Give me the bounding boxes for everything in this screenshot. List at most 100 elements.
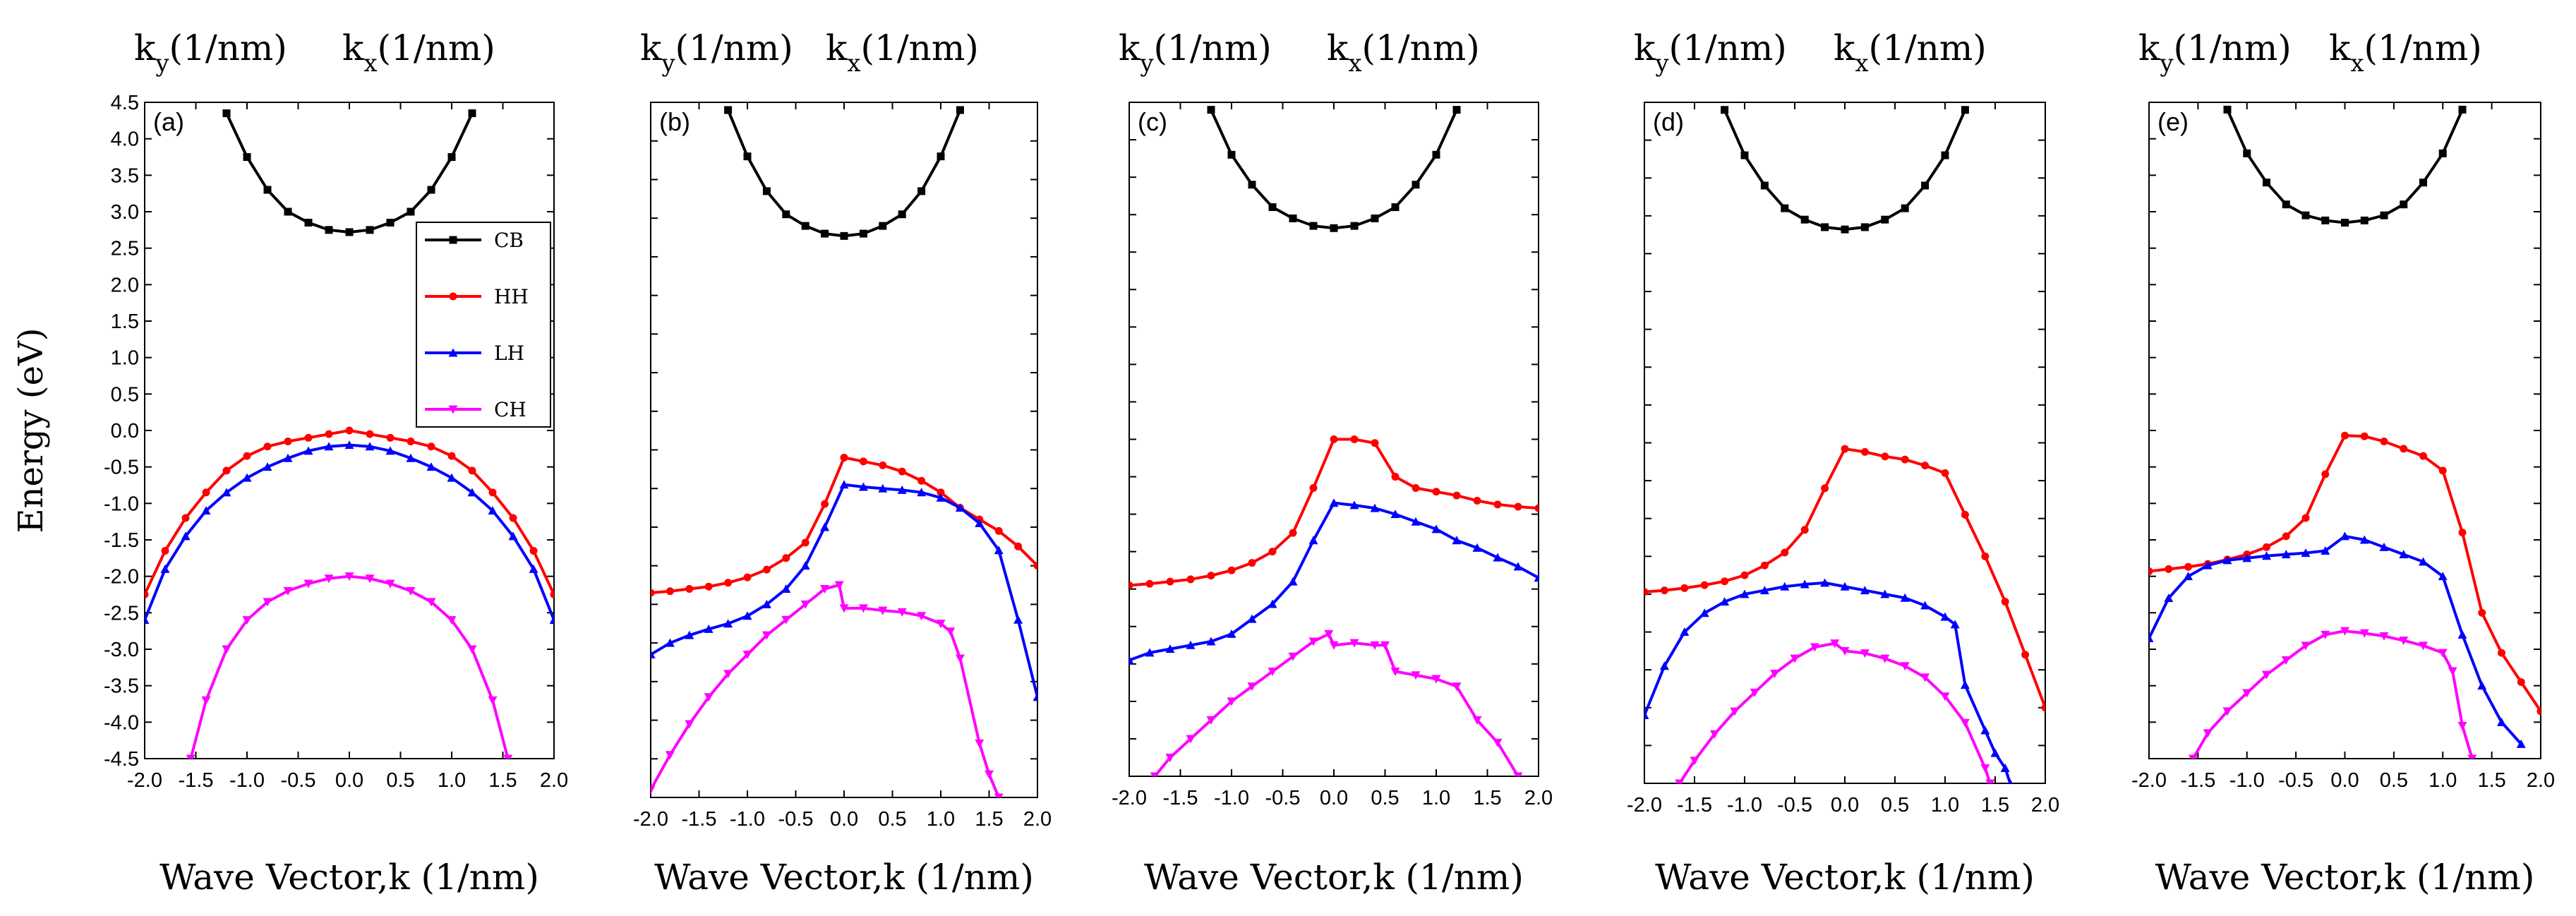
kx-label: kx(1/nm)	[2329, 28, 2482, 78]
point-lh	[1980, 725, 1990, 735]
point-hh	[2165, 565, 2173, 573]
panel-b: -2.0 -1.5 -1.0 -0.5 0.0 0.5 1.0 1.5 2.0 (b) ky(1/n…	[633, 28, 1052, 898]
x-tick-label: -0.5	[281, 769, 316, 792]
point-ch	[1900, 662, 1910, 671]
point-cb	[2321, 216, 2330, 224]
point-hh	[509, 514, 517, 522]
point-lh	[897, 485, 907, 494]
point-cb	[1781, 204, 1789, 212]
point-hh	[782, 554, 790, 562]
point-lh	[508, 531, 518, 541]
point-ch	[651, 785, 656, 795]
point-lh	[2399, 550, 2409, 559]
point-ch	[975, 739, 985, 748]
point-hh	[651, 589, 655, 597]
point-cb	[1881, 215, 1889, 224]
point-ch	[1940, 692, 1950, 701]
point-ch	[936, 620, 946, 629]
point-lh	[344, 440, 354, 450]
point-cb	[2458, 105, 2467, 114]
point-cb	[222, 109, 231, 117]
series-line-lh	[2149, 534, 2522, 745]
series-line-cb	[1723, 109, 1967, 231]
series-line-ch	[2191, 629, 2474, 759]
point-ch	[1690, 757, 1699, 766]
point-hh	[1248, 559, 1256, 567]
point-ch	[946, 627, 956, 637]
point-lh	[365, 442, 375, 451]
point-ch	[2419, 641, 2428, 651]
point-lh	[685, 630, 694, 639]
x-tick-label: 1.5	[1473, 787, 1501, 809]
series-group	[651, 106, 1037, 797]
point-hh	[1821, 484, 1829, 493]
point-hh	[1129, 581, 1133, 589]
point-ch	[2448, 667, 2457, 676]
point-cb	[917, 187, 926, 195]
point-ch	[385, 579, 395, 589]
point-lh	[2007, 778, 2013, 783]
point-cb	[325, 226, 333, 234]
x-tick-label: -1.0	[229, 769, 265, 792]
point-cb	[1432, 150, 1440, 159]
panel-label: (a)	[153, 107, 184, 136]
x-tick-label: 1.5	[1981, 794, 2009, 816]
point-lh	[2203, 560, 2213, 570]
point-cb	[243, 153, 251, 161]
point-cb	[1371, 214, 1379, 222]
point-hh	[2360, 432, 2369, 440]
point-hh	[1680, 584, 1689, 592]
point-lh	[488, 506, 498, 515]
legend-label-hh: HH	[494, 285, 529, 308]
x-tick-label: 1.5	[488, 769, 517, 792]
point-hh	[345, 426, 354, 435]
point-hh	[1268, 548, 1277, 556]
point-lh	[917, 488, 927, 497]
point-cb	[1350, 222, 1359, 230]
point-hh	[2282, 532, 2290, 541]
point-lh	[936, 493, 946, 502]
point-ch	[985, 770, 994, 779]
y-tick-label: -3.0	[104, 639, 139, 661]
point-ch	[2457, 722, 2467, 730]
point-lh	[955, 503, 965, 512]
x-tick-label: 0.5	[1371, 787, 1399, 809]
point-ch	[1227, 697, 1236, 706]
point-lh	[1759, 586, 1769, 595]
point-cb	[743, 152, 752, 161]
point-lh	[181, 531, 191, 541]
point-lh	[1880, 589, 1890, 598]
point-ch	[467, 645, 477, 654]
point-ch	[2379, 632, 2389, 641]
point-lh	[1227, 629, 1236, 638]
point-ch	[1308, 637, 1318, 646]
point-lh	[2419, 557, 2428, 566]
point-lh	[1288, 577, 1298, 586]
x-tick-label: -1.0	[1727, 794, 1762, 816]
point-hh	[2041, 704, 2045, 712]
point-lh	[1308, 536, 1318, 545]
y-axis-title: Energy (eV)	[11, 328, 51, 534]
point-hh	[1452, 491, 1461, 500]
point-lh	[878, 483, 888, 493]
point-hh	[2498, 649, 2505, 657]
point-lh	[994, 546, 1004, 555]
point-hh	[2478, 608, 2486, 617]
point-cb	[1289, 214, 1297, 222]
point-hh	[1014, 542, 1023, 550]
point-ch	[2281, 656, 2291, 665]
point-lh	[1247, 614, 1257, 623]
point-ch	[1770, 670, 1780, 679]
x-tick-label: 2.0	[2527, 769, 2555, 792]
point-hh	[2301, 514, 2310, 522]
point-hh	[366, 430, 374, 438]
point-hh	[161, 547, 169, 555]
x-tick-label: 2.0	[540, 769, 568, 792]
point-hh	[2419, 452, 2427, 460]
point-cb	[782, 210, 790, 219]
y-tick-label: 3.5	[111, 164, 139, 187]
point-hh	[898, 467, 906, 476]
point-ch	[1840, 646, 1850, 656]
legend-marker-ch	[448, 405, 458, 414]
point-cb	[1740, 151, 1749, 159]
